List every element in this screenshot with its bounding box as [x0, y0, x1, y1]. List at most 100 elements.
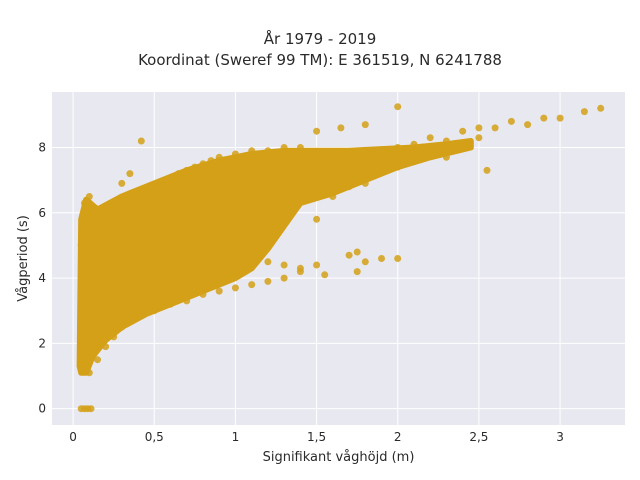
data-point — [82, 352, 90, 360]
data-point — [199, 290, 207, 298]
data-point — [313, 127, 321, 135]
data-point — [94, 225, 101, 233]
x-tick-label: 2,5 — [469, 430, 488, 444]
data-point — [540, 114, 548, 122]
x-tick-label: 2 — [394, 430, 402, 444]
data-point — [321, 271, 329, 279]
data-point — [134, 313, 142, 321]
data-point — [280, 274, 288, 282]
data-point — [394, 144, 402, 151]
data-point — [426, 134, 434, 142]
data-point — [410, 157, 418, 165]
data-point — [248, 147, 256, 155]
x-tick-label: 0,5 — [145, 430, 164, 444]
data-point — [183, 222, 191, 230]
data-point — [175, 170, 183, 178]
data-point — [264, 277, 272, 285]
data-point — [345, 183, 353, 191]
data-point — [215, 245, 223, 253]
data-point — [394, 103, 402, 111]
data-point — [102, 290, 110, 298]
data-point — [150, 235, 158, 243]
data-point — [361, 179, 369, 187]
data-point — [378, 255, 385, 262]
data-point — [483, 166, 491, 174]
data-point — [77, 241, 85, 249]
data-point — [394, 255, 402, 262]
data-point — [337, 124, 345, 132]
data-point — [475, 124, 483, 132]
data-point — [264, 196, 272, 204]
chart-title-line-1: År 1979 - 2019 — [263, 30, 377, 48]
data-point — [126, 258, 134, 266]
data-point — [361, 157, 369, 165]
data-point — [215, 209, 223, 217]
data-point — [296, 264, 304, 272]
y-tick-label: 0 — [38, 402, 46, 416]
data-point — [410, 140, 418, 148]
data-point — [442, 137, 450, 145]
y-tick-label: 4 — [38, 271, 46, 285]
data-point — [183, 297, 191, 305]
data-point — [215, 287, 223, 295]
data-point — [199, 215, 207, 223]
data-point — [296, 144, 304, 151]
data-point — [280, 144, 288, 151]
data-point — [313, 261, 321, 269]
data-point — [345, 251, 353, 259]
data-point — [134, 255, 142, 262]
data-point — [394, 163, 402, 171]
data-point — [126, 170, 134, 178]
data-point — [110, 206, 118, 213]
chart-title-line-2: Koordinat (Sweref 99 TM): E 361519, N 62… — [138, 51, 502, 69]
data-point — [94, 307, 101, 315]
data-point — [134, 193, 142, 200]
data-point — [110, 333, 118, 341]
data-point — [329, 160, 337, 168]
data-point — [280, 189, 288, 197]
data-point — [313, 176, 321, 184]
data-point — [79, 274, 87, 282]
data-point — [199, 160, 207, 168]
data-point — [248, 199, 256, 207]
x-tick-label: 3 — [556, 430, 564, 444]
x-tick-label: 1 — [232, 430, 240, 444]
data-points — [76, 103, 605, 413]
data-point — [118, 179, 126, 187]
data-point — [313, 215, 321, 223]
data-point — [459, 127, 467, 135]
data-point — [77, 307, 85, 315]
data-point — [102, 343, 110, 351]
data-point — [329, 193, 337, 200]
data-point — [110, 274, 118, 282]
data-point — [126, 196, 134, 204]
data-point — [85, 193, 93, 200]
data-point — [89, 339, 97, 347]
y-tick-label: 8 — [38, 141, 46, 155]
data-point — [426, 144, 434, 151]
data-point — [118, 323, 126, 331]
data-point — [158, 179, 166, 187]
x-axis-label: Signifikant våghöjd (m) — [263, 450, 415, 465]
data-point — [475, 134, 483, 142]
data-point — [167, 300, 174, 308]
tick-labels: 0 0,5 1 1,5 2 2,5 3 0 2 4 6 8 — [38, 141, 564, 445]
data-point — [142, 189, 150, 197]
data-point — [137, 137, 145, 145]
data-point — [231, 261, 239, 269]
data-point — [191, 163, 199, 171]
x-tick-label: 0 — [69, 430, 77, 444]
data-point — [183, 166, 191, 174]
data-point — [118, 202, 126, 210]
data-point — [79, 333, 87, 341]
data-point — [491, 124, 499, 132]
data-point — [248, 281, 256, 289]
y-tick-label: 2 — [38, 336, 46, 350]
data-point — [442, 153, 450, 161]
data-point — [87, 405, 95, 413]
data-point — [167, 228, 174, 236]
data-point — [79, 215, 87, 223]
data-point — [264, 147, 272, 155]
